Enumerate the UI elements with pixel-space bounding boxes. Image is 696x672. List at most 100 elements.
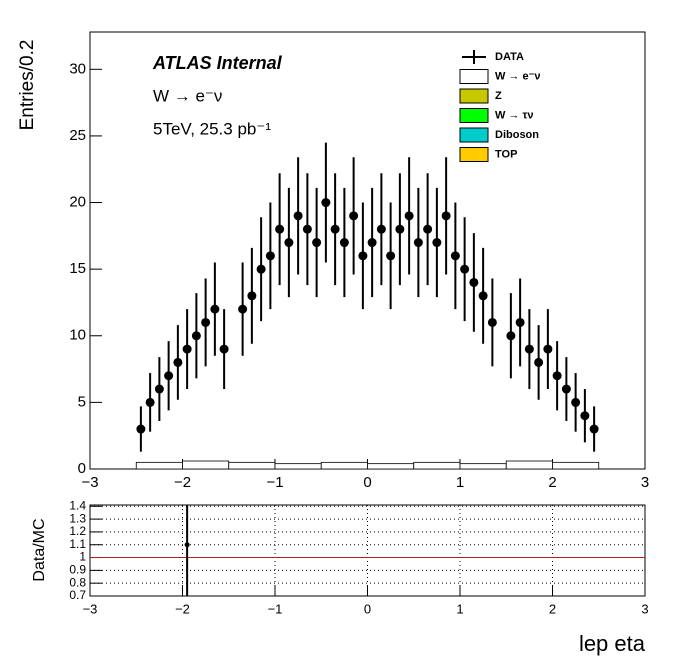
legend-label: W → τν <box>495 109 534 121</box>
legend-label: TOP <box>495 148 517 160</box>
mc-bin <box>413 461 461 470</box>
data-point <box>219 344 229 354</box>
y-tick-label: 0.7 <box>69 588 86 602</box>
data-point <box>256 264 266 274</box>
data-point <box>339 238 349 248</box>
data-point <box>506 331 516 341</box>
x-tick-label: −2 <box>175 601 190 616</box>
x-tick-label: −1 <box>266 474 283 491</box>
x-tick-label: −2 <box>174 474 191 491</box>
data-point <box>302 224 312 234</box>
mc-bin <box>228 461 276 470</box>
mc-bin <box>135 461 183 470</box>
x-tick-label: −3 <box>81 474 98 491</box>
data-point <box>173 357 183 367</box>
legend-swatch <box>459 147 489 162</box>
y-tick-label: 1.4 <box>69 498 86 512</box>
data-point <box>441 211 451 221</box>
mc-bin <box>552 461 600 470</box>
legend-swatch <box>459 127 489 143</box>
data-point <box>136 424 146 434</box>
data-point <box>321 198 331 208</box>
y-tick-label: 0.8 <box>69 575 86 589</box>
legend-swatch <box>459 69 489 84</box>
y-tick-label: 30 <box>69 60 86 77</box>
data-point <box>330 224 340 234</box>
data-point <box>164 371 174 381</box>
y-tick-label: 1 <box>79 550 86 564</box>
data-point <box>293 211 303 221</box>
y-tick-label: 0 <box>78 460 86 477</box>
y-tick-label: 0.9 <box>69 563 86 577</box>
data-point <box>534 357 544 367</box>
mc-bin <box>505 460 553 470</box>
data-point <box>478 291 488 301</box>
data-point <box>543 344 553 354</box>
data-point <box>469 277 479 287</box>
data-point <box>561 384 571 394</box>
legend-swatch <box>459 88 489 104</box>
x-tick-label: 0 <box>364 601 371 616</box>
data-point <box>413 238 423 248</box>
data-point <box>460 264 470 274</box>
y-tick-label: 20 <box>69 194 86 211</box>
y-axis-title: Entries/0.2 <box>17 40 38 131</box>
y-tick-label: 1.1 <box>69 537 86 551</box>
y-tick-label: 25 <box>69 127 86 144</box>
data-point <box>349 211 359 221</box>
data-point <box>395 224 405 234</box>
legend-label: Diboson <box>495 129 539 141</box>
mc-bin <box>367 463 415 470</box>
data-point <box>191 331 201 341</box>
data-point <box>524 344 534 354</box>
data-point <box>312 238 322 248</box>
data-point <box>145 397 155 407</box>
data-point <box>571 397 581 407</box>
data-point <box>210 304 220 314</box>
mc-bin <box>320 461 368 470</box>
x-tick-label: 0 <box>363 474 371 491</box>
x-tick-label: 2 <box>548 474 556 491</box>
mc-bin <box>274 463 322 470</box>
data-point <box>284 238 294 248</box>
data-point <box>201 317 211 327</box>
legend-label: W → e⁻ν <box>495 70 541 82</box>
data-point <box>386 251 396 261</box>
x-tick-label: 1 <box>456 474 464 491</box>
data-point <box>404 211 414 221</box>
x-tick-label: −3 <box>83 601 98 616</box>
data-point <box>580 411 590 421</box>
legend-label: DATA <box>495 51 524 63</box>
mc-bin <box>459 463 507 470</box>
y-tick-label: 15 <box>69 260 86 277</box>
x-tick-label: 1 <box>456 601 463 616</box>
y-tick-label: 10 <box>69 327 86 344</box>
legend-swatch <box>459 108 489 123</box>
legend-label: Z <box>495 90 502 102</box>
data-point <box>247 291 257 301</box>
data-point <box>154 384 164 394</box>
data-point <box>376 224 386 234</box>
data-point <box>515 317 525 327</box>
data-point <box>450 251 460 261</box>
x-tick-label: 2 <box>549 601 556 616</box>
x-tick-label: 3 <box>641 601 648 616</box>
data-point <box>432 238 442 248</box>
ratio-y-title: Data/MC <box>31 518 48 581</box>
atlas-label: ATLAS Internal <box>152 53 283 73</box>
data-point <box>238 304 248 314</box>
mc-bin <box>182 460 230 470</box>
x-axis-title: lep eta <box>579 631 646 656</box>
data-point <box>275 224 285 234</box>
y-tick-label: 1.3 <box>69 511 86 525</box>
x-tick-label: −1 <box>268 601 283 616</box>
data-point <box>358 251 368 261</box>
y-tick-label: 5 <box>78 393 86 410</box>
data-point <box>265 251 275 261</box>
data-point <box>589 424 599 434</box>
ratio-frame <box>89 504 646 597</box>
ratio-points <box>184 505 190 596</box>
data-point <box>182 344 192 354</box>
y-tick-label: 1.2 <box>69 524 86 538</box>
